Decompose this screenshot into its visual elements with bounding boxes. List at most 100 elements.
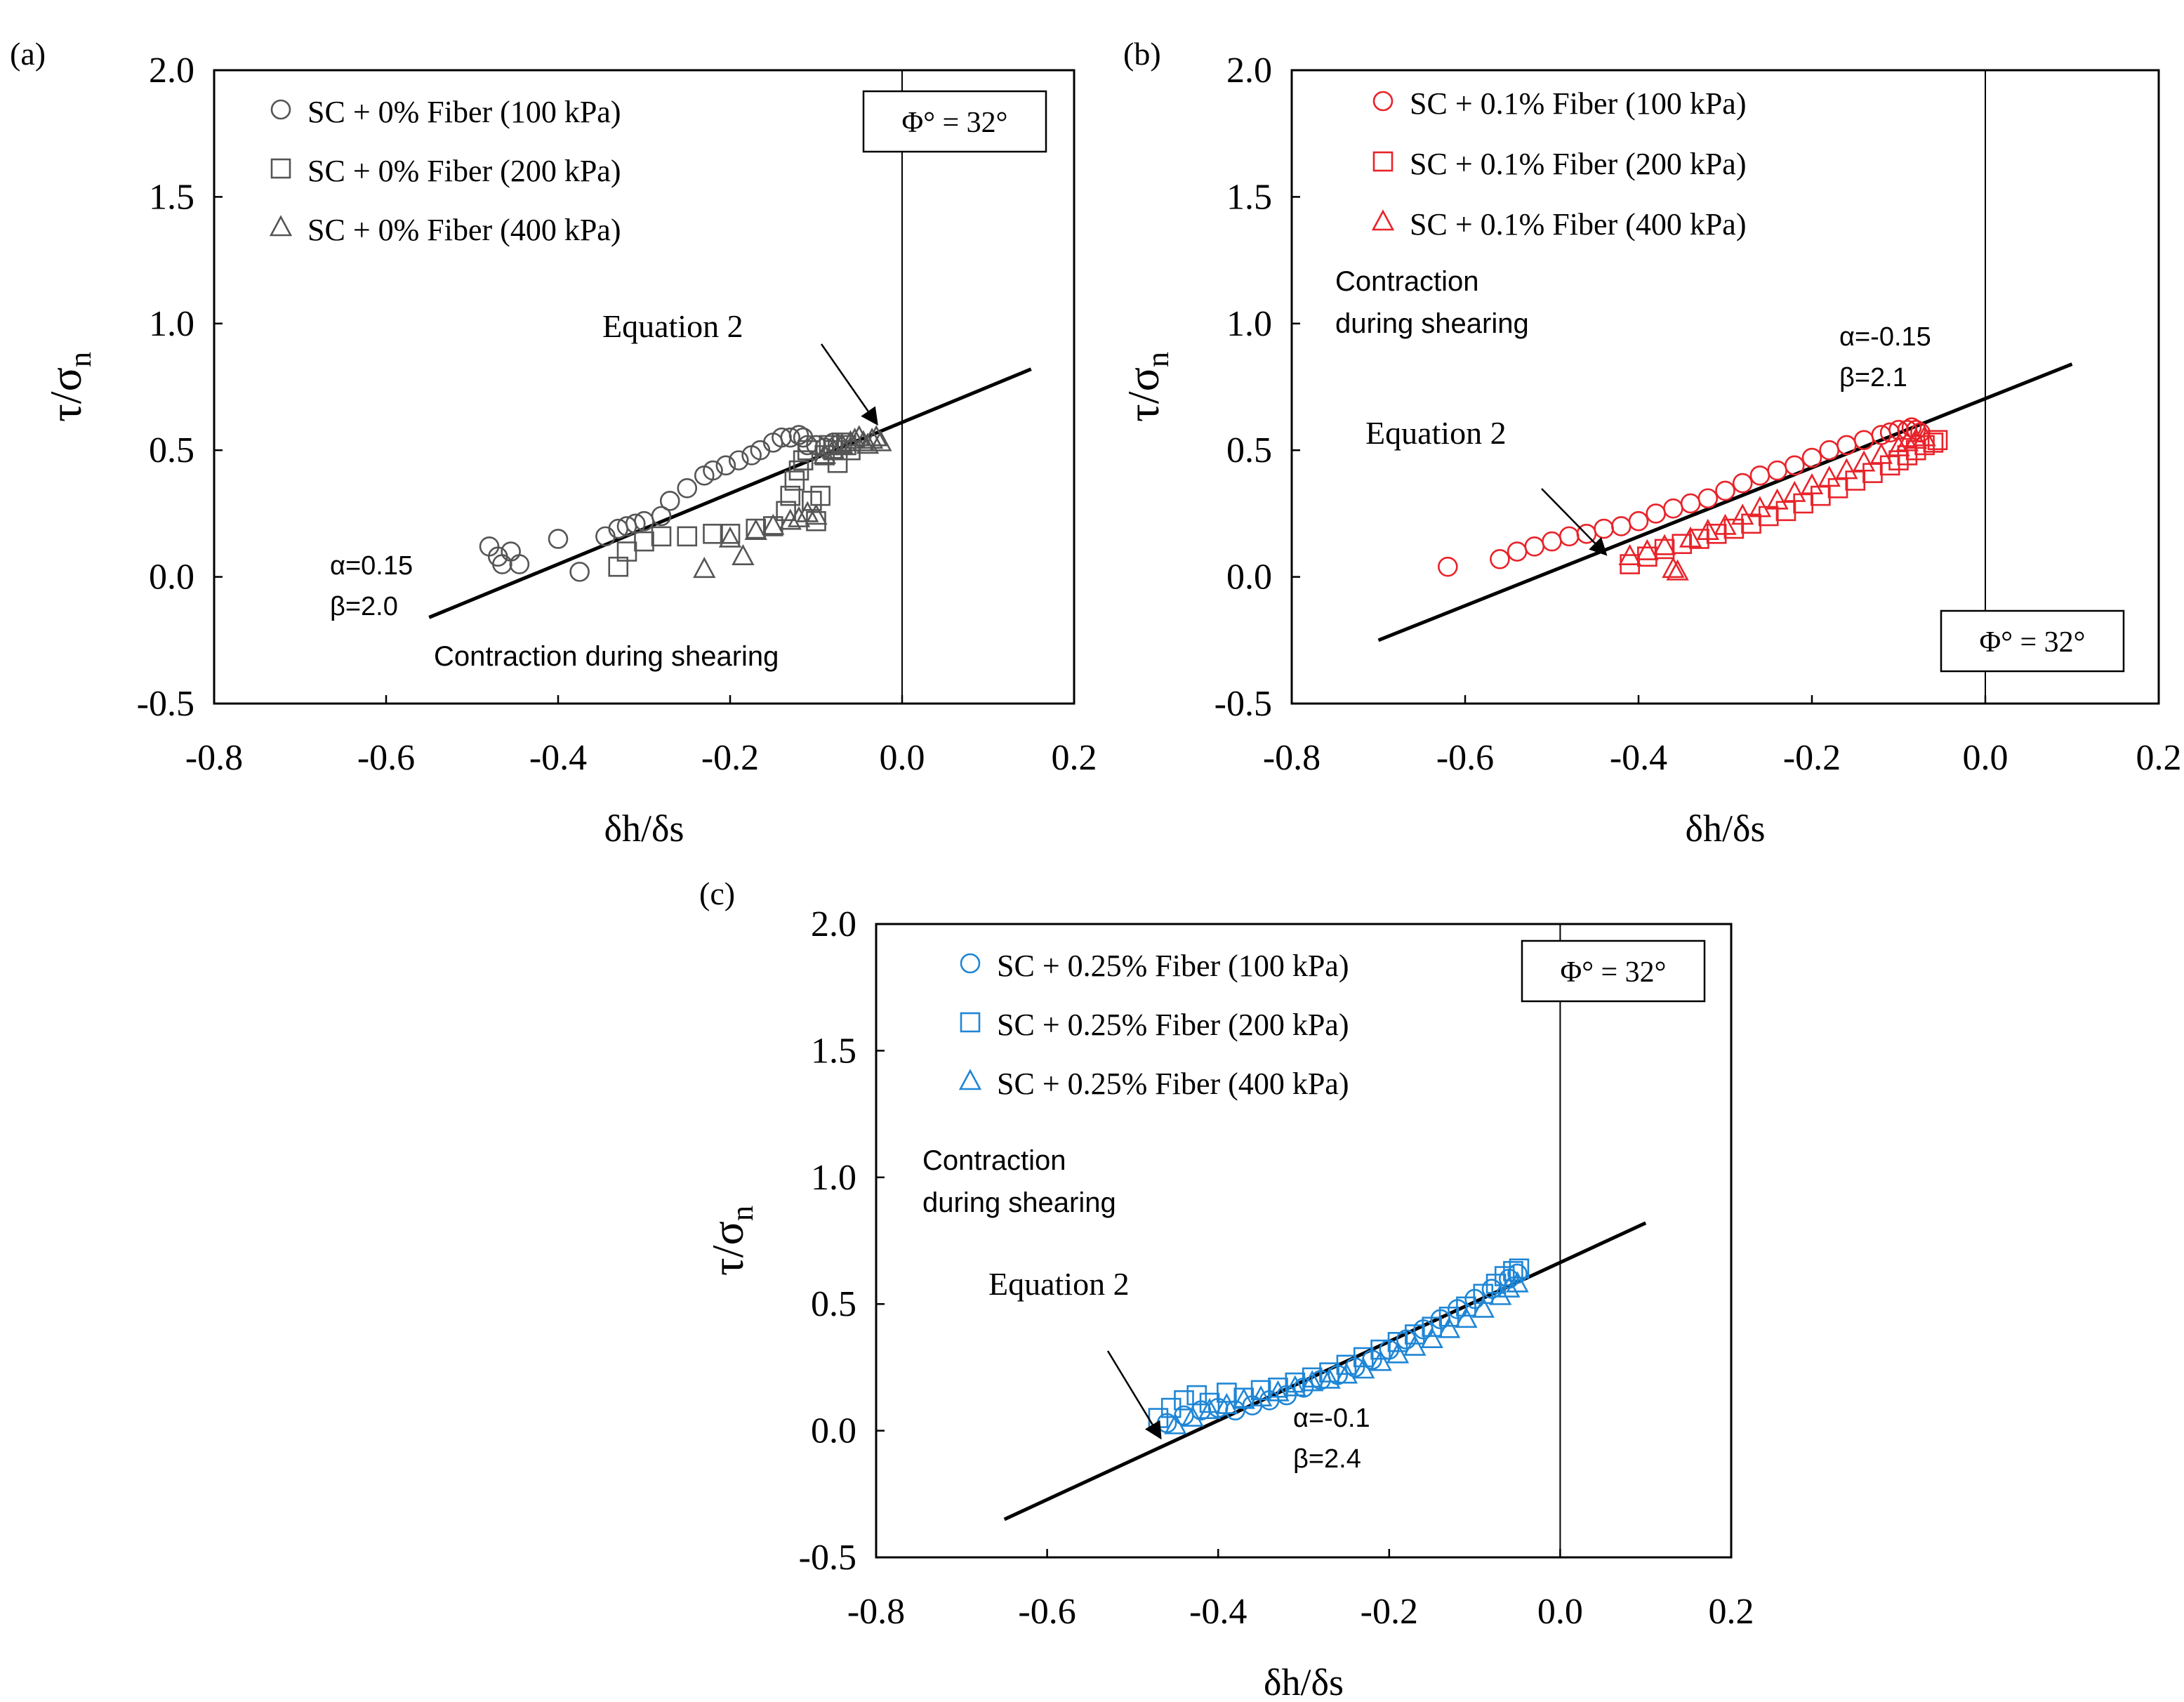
data-point (1927, 430, 1948, 451)
data-point (1662, 557, 1685, 579)
legend-marker (1372, 151, 1394, 172)
data-point (1198, 1397, 1222, 1420)
data-point (805, 503, 828, 525)
y-tick-label: 1.0 (811, 1158, 856, 1198)
equation-label: Equation 2 (1365, 415, 1507, 451)
y-axis-label-subscript: n (1141, 352, 1175, 367)
data-point (651, 506, 672, 527)
contraction-label: Contraction during shearing (434, 641, 779, 672)
data-point (677, 478, 698, 499)
data-point (1507, 1263, 1528, 1284)
data-point (1250, 1380, 1271, 1401)
data-point (1215, 1392, 1238, 1414)
phi-box (1940, 609, 2125, 673)
data-point (1653, 534, 1676, 555)
x-tick-label: 0.0 (880, 738, 925, 778)
alpha-label: α=0.15 (330, 551, 413, 581)
legend-entry: SC + 0.25% Fiber (400 kPa) (997, 1067, 1349, 1101)
data-point (1405, 1324, 1425, 1345)
data-point (634, 531, 654, 552)
data-point (1679, 526, 1702, 548)
data-point (839, 430, 862, 451)
data-point (1268, 1377, 1288, 1398)
legend-marker (270, 158, 291, 179)
data-point (1301, 1370, 1324, 1392)
data-point (1438, 1306, 1460, 1327)
data-point (1654, 539, 1675, 560)
data-point (569, 562, 590, 582)
data-point (1455, 1307, 1478, 1328)
contraction-label: during shearing (922, 1187, 1116, 1218)
x-tick-label: -0.4 (1189, 1592, 1247, 1632)
y-axis-label-main: τ/σ (41, 367, 91, 422)
legend-marker (960, 1012, 981, 1033)
legend-entry: SC + 0.25% Fiber (100 kPa) (997, 949, 1349, 983)
data-point (659, 491, 680, 511)
data-point (762, 513, 785, 535)
data-point (509, 554, 530, 574)
x-tick-label: -0.8 (1263, 738, 1321, 778)
data-point (1697, 488, 1719, 509)
y-tick-label: 1.5 (1226, 177, 1272, 217)
panel-label: (a) (10, 36, 46, 72)
y-tick-label: 0.5 (149, 430, 194, 470)
x-tick-label: -0.8 (847, 1592, 905, 1632)
y-axis-label: τ/σn (1118, 352, 1175, 422)
series-3 (1164, 1271, 1529, 1434)
data-point (1488, 1284, 1512, 1305)
y-tick-label: -0.5 (1215, 684, 1272, 724)
legend-entry: SC + 0.25% Fiber (200 kPa) (997, 1008, 1349, 1042)
fit-line (1377, 362, 2073, 642)
data-point (1386, 1342, 1410, 1364)
y-axis-label-subscript: n (725, 1206, 760, 1221)
beta-label: β=2.4 (1293, 1444, 1361, 1474)
panel-label: (c) (699, 876, 735, 911)
y-axis-label: τ/σn (41, 352, 98, 422)
data-point (1636, 539, 1659, 560)
data-point (1217, 1383, 1237, 1403)
data-point (1438, 556, 1458, 577)
legend-marker (1372, 91, 1394, 112)
y-tick-label: 2.0 (1226, 51, 1272, 91)
data-point (1283, 1375, 1306, 1397)
alpha-label: α=-0.1 (1293, 1404, 1370, 1433)
data-point (797, 440, 818, 461)
data-point (548, 529, 569, 549)
data-point (1456, 1296, 1476, 1317)
data-point (728, 450, 749, 470)
data-point (1714, 513, 1737, 535)
contraction-label: Contraction (922, 1145, 1066, 1176)
y-tick-label: 0.0 (1226, 558, 1272, 598)
y-tick-label: -0.5 (799, 1538, 856, 1578)
data-point (1835, 458, 1858, 480)
data-point (1888, 420, 1909, 440)
x-tick-label: 0.2 (1052, 738, 1097, 778)
series-1 (479, 425, 848, 582)
data-point (1422, 1317, 1442, 1337)
data-point (1318, 1367, 1341, 1389)
data-point (1785, 455, 1805, 476)
x-tick-label: -0.4 (1610, 738, 1667, 778)
x-tick-label: -0.4 (529, 738, 587, 778)
data-point (1164, 1413, 1187, 1434)
data-point (1232, 1387, 1255, 1409)
y-tick-label: 0.5 (811, 1284, 856, 1324)
data-point (1666, 559, 1689, 581)
data-point (732, 543, 755, 566)
y-tick-label: 0.0 (149, 558, 194, 598)
y-axis-label-subscript: n (63, 352, 98, 367)
data-point (793, 450, 814, 470)
data-point (1174, 1390, 1194, 1411)
data-point (1285, 1372, 1306, 1393)
y-tick-label: 0.5 (1226, 430, 1272, 470)
fit-line (428, 367, 1032, 619)
x-tick-label: -0.2 (701, 738, 759, 778)
phi-box-label: Φ° = 32° (1561, 956, 1667, 989)
y-axis-label: τ/σn (703, 1206, 760, 1276)
panel-b: (b) -0.5 0.0 0.5 1.0 1.5 2.0 -0.8 -0.6 -0.4 -0.2 0.… (1118, 36, 2182, 850)
y-tick-label: 2.0 (811, 904, 856, 944)
data-point (1497, 1276, 1521, 1298)
data-point (1723, 518, 1745, 539)
plot-frame (1290, 69, 2160, 705)
